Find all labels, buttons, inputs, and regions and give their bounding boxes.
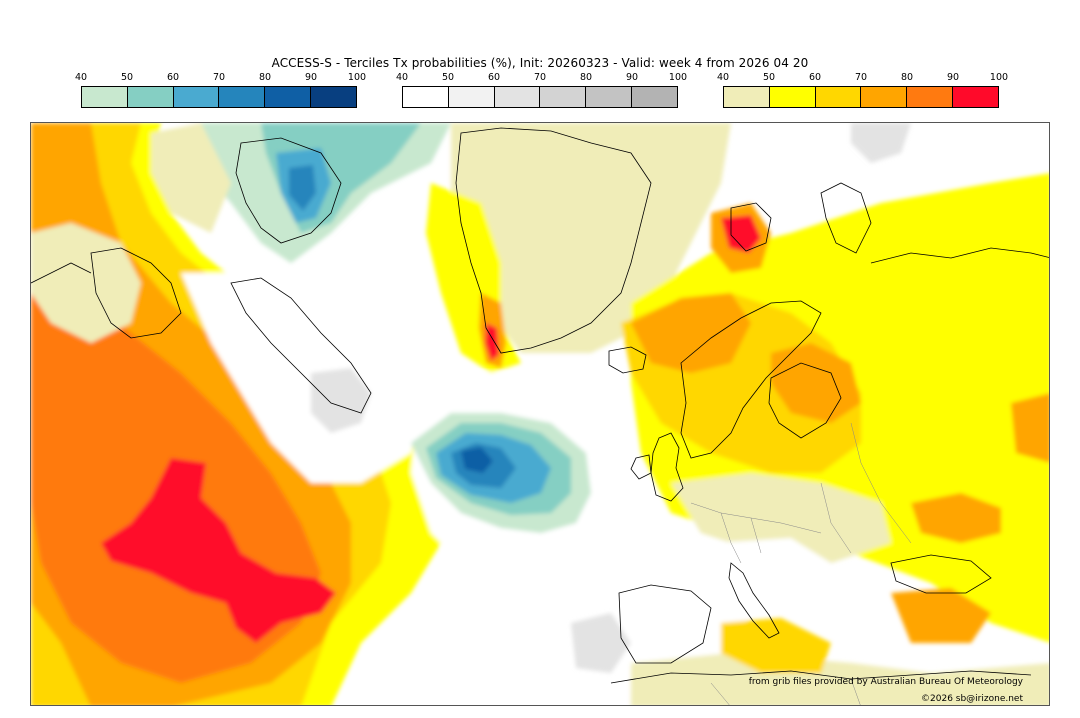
coast-black-sea — [890, 554, 992, 594]
legend-swatch — [82, 87, 128, 107]
coast-labrador — [230, 277, 372, 414]
border-africa — [710, 682, 730, 705]
coast-svalbard — [730, 202, 772, 252]
data-source-credit: from grib files provided by Australian B… — [748, 677, 1023, 687]
legend-swatch — [403, 87, 449, 107]
coast-canada-arctic — [31, 262, 92, 284]
coast-uk — [650, 432, 684, 502]
coast-novaya — [820, 182, 872, 254]
probability-fields — [31, 123, 1049, 705]
legend-swatch — [265, 87, 312, 107]
probability-map[interactable] — [30, 122, 1050, 706]
legend-tick: 60 — [487, 72, 501, 83]
white-field-med-north — [711, 538, 831, 593]
legend-tick: 70 — [212, 72, 226, 83]
coast-iberia — [618, 584, 712, 664]
warm-core-west-red — [101, 458, 336, 643]
colorbar-below-normal — [81, 86, 357, 108]
warm-field-scandinavia-orange — [771, 343, 861, 423]
legend-swatch — [861, 87, 908, 107]
legend-ticks: 40 50 60 70 80 90 100 — [396, 72, 687, 86]
copyright-credit: ©2026 sb@irizone.net — [921, 694, 1023, 704]
coast-iceland — [608, 346, 647, 374]
colorbar-above-normal — [723, 86, 999, 108]
legend-tick: 40 — [74, 72, 88, 83]
warm-field-ukraine-orange — [911, 493, 1001, 543]
neutral-field-canada — [31, 223, 141, 343]
legend-tick: 40 — [716, 72, 730, 83]
border-europe-4 — [820, 482, 852, 554]
coast-siberia — [870, 247, 1049, 264]
legend-swatch — [219, 87, 266, 107]
legend-swatch — [953, 87, 998, 107]
legend-swatch — [586, 87, 633, 107]
coast-italy — [728, 562, 780, 639]
legend-tick: 50 — [762, 72, 776, 83]
coast-baffin — [235, 137, 342, 244]
legend-tick: 90 — [946, 72, 960, 83]
legend-swatch — [632, 87, 677, 107]
coast-ireland — [630, 454, 652, 480]
legend-tick: 80 — [900, 72, 914, 83]
legend-swatch — [448, 87, 495, 107]
warm-field-norway-orange — [631, 293, 751, 373]
coast-greenland — [455, 127, 652, 354]
cool-core-arctic — [289, 165, 316, 211]
legend-swatch — [769, 87, 816, 107]
legend-tick: 50 — [120, 72, 134, 83]
legend-swatch — [724, 87, 770, 107]
grey-field-med — [571, 613, 631, 673]
grey-field-labrador — [311, 368, 371, 433]
white-field-labrador — [181, 273, 421, 483]
legend-tick: 100 — [347, 72, 367, 83]
neutral-field-north-canada — [151, 123, 231, 233]
coastlines — [31, 127, 1049, 684]
legend-tick: 60 — [808, 72, 822, 83]
legend-swatch — [494, 87, 541, 107]
legend-below-normal: 40 50 60 70 80 90 100 — [75, 72, 366, 108]
warm-field-ural-orange — [1011, 393, 1049, 463]
colorbar-near-normal — [402, 86, 678, 108]
warm-field-mideast-gold — [721, 618, 831, 673]
warm-field-turkey-orange — [891, 588, 991, 643]
coast-africa — [610, 670, 1032, 684]
neutral-field-central-europe — [671, 473, 891, 563]
border-russia — [850, 422, 912, 544]
legend-swatch — [127, 87, 174, 107]
legend-tick: 50 — [441, 72, 455, 83]
coast-sweden — [768, 362, 842, 439]
legend-ticks: 40 50 60 70 80 90 100 — [75, 72, 366, 86]
legend-tick: 100 — [989, 72, 1009, 83]
border-africa-2 — [850, 678, 861, 705]
coast-norway — [680, 300, 822, 459]
legend-tick: 40 — [395, 72, 409, 83]
legend-tick: 60 — [166, 72, 180, 83]
legend-tick: 90 — [304, 72, 318, 83]
legend-tick: 80 — [579, 72, 593, 83]
legend-near-normal: 40 50 60 70 80 90 100 — [396, 72, 687, 108]
border-europe-2 — [720, 512, 742, 564]
legend-swatch — [540, 87, 587, 107]
country-borders — [690, 422, 912, 705]
legend-tick: 100 — [668, 72, 688, 83]
legend-tick: 80 — [258, 72, 272, 83]
grey-field-siberia — [851, 123, 911, 163]
legend-swatch — [173, 87, 220, 107]
legend-swatch — [907, 87, 954, 107]
chart-title: ACCESS-S - Terciles Tx probabilities (%)… — [271, 56, 809, 70]
legend-above-normal: 40 50 60 70 80 90 100 — [717, 72, 1008, 108]
legend-tick: 90 — [625, 72, 639, 83]
legend-swatch — [815, 87, 862, 107]
legend-swatch — [311, 87, 356, 107]
neutral-field-africa — [631, 653, 1049, 705]
border-europe-3 — [750, 517, 762, 554]
legend-tick: 70 — [854, 72, 868, 83]
cool-core-atlantic-dark — [461, 447, 493, 473]
map-canvas — [31, 123, 1049, 705]
coast-hudson — [90, 247, 182, 339]
legend-tick: 70 — [533, 72, 547, 83]
legend-ticks: 40 50 60 70 80 90 100 — [717, 72, 1008, 86]
